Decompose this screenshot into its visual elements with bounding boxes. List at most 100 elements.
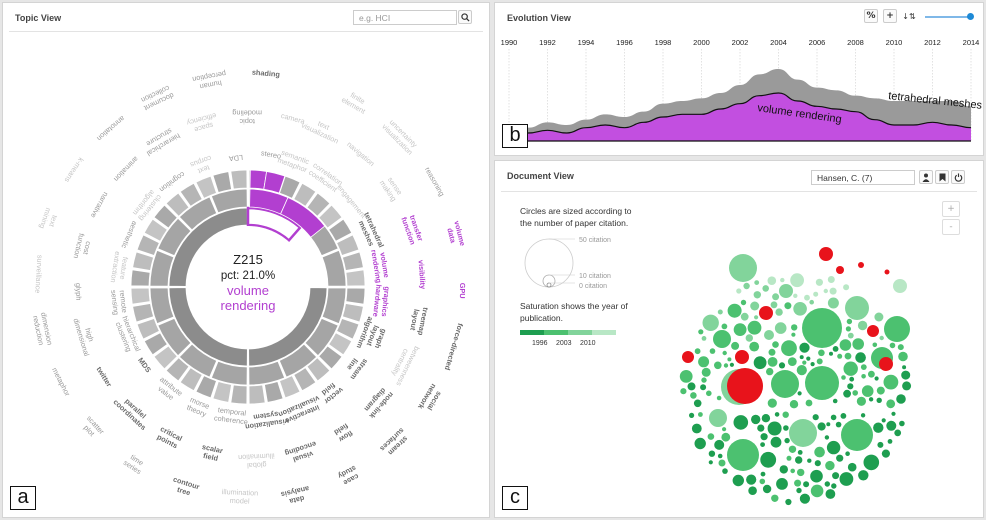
topic-label[interactable]: GPU: [458, 283, 467, 299]
sunburst-selected-segment[interactable]: [263, 171, 286, 194]
document-circle[interactable]: [796, 487, 802, 494]
document-circle[interactable]: [876, 386, 885, 395]
user-icon[interactable]: [919, 170, 933, 184]
sunburst-segment[interactable]: [345, 269, 366, 287]
document-circle[interactable]: [787, 357, 797, 366]
document-circle[interactable]: [718, 459, 726, 467]
sunburst-segment[interactable]: [321, 249, 347, 287]
topic-label[interactable]: betweennesscentrality: [387, 341, 422, 388]
topic-label[interactable]: scalarfield: [199, 442, 224, 464]
document-circle[interactable]: [789, 400, 799, 409]
sunburst-segment[interactable]: [336, 318, 360, 340]
topic-label[interactable]: humanperception: [192, 69, 229, 92]
document-circle[interactable]: [708, 450, 716, 457]
document-circle[interactable]: [709, 409, 727, 427]
document-circle[interactable]: [902, 381, 912, 391]
search-icon[interactable]: [458, 10, 472, 24]
document-circle[interactable]: [729, 362, 734, 367]
document-circle[interactable]: [754, 280, 760, 285]
topic-label[interactable]: spaceefficiency: [185, 111, 219, 136]
document-circle[interactable]: [743, 282, 750, 290]
sunburst-segment[interactable]: [304, 317, 339, 357]
document-circle[interactable]: [797, 391, 802, 396]
document-circle[interactable]: [761, 414, 771, 423]
author-filter-input[interactable]: [811, 170, 915, 185]
document-circle[interactable]: [830, 414, 837, 421]
document-circle[interactable]: [714, 361, 722, 370]
document-circle[interactable]: [779, 465, 788, 474]
document-circle[interactable]: [760, 433, 768, 441]
topic-label[interactable]: remotesensing: [109, 288, 129, 315]
topic-label[interactable]: stereo: [260, 148, 282, 160]
document-circle[interactable]: [723, 363, 729, 368]
document-circle[interactable]: [727, 303, 742, 318]
document-circle[interactable]: [768, 348, 776, 356]
document-circle[interactable]: [845, 326, 851, 332]
document-circle[interactable]: [810, 469, 823, 483]
document-circle[interactable]: [805, 366, 839, 400]
document-circle[interactable]: [757, 424, 765, 432]
document-circle[interactable]: [785, 498, 792, 506]
bookmark-icon[interactable]: [935, 170, 949, 184]
sunburst-segment[interactable]: [195, 175, 217, 199]
document-circle-highlighted[interactable]: [879, 357, 893, 371]
document-circle[interactable]: [760, 471, 766, 477]
document-circle[interactable]: [774, 322, 787, 334]
topic-label[interactable]: animation: [112, 155, 140, 184]
document-circle[interactable]: [753, 291, 761, 299]
document-circle[interactable]: [771, 494, 779, 502]
document-circle[interactable]: [818, 349, 825, 357]
document-circle[interactable]: [832, 346, 839, 352]
document-circle[interactable]: [731, 341, 740, 350]
topic-label[interactable]: topicmodeling: [232, 108, 262, 126]
document-circle[interactable]: [803, 481, 810, 488]
document-circle[interactable]: [829, 287, 837, 295]
sunburst-segment[interactable]: [132, 303, 155, 323]
sunburst-segment[interactable]: [132, 251, 155, 271]
sunburst-segment[interactable]: [306, 357, 331, 382]
document-bubble-chart[interactable]: [495, 161, 985, 519]
document-circle[interactable]: [790, 468, 795, 474]
document-circle[interactable]: [793, 293, 798, 298]
sunburst-segment[interactable]: [178, 343, 218, 378]
document-circle[interactable]: [847, 462, 857, 472]
document-circle[interactable]: [767, 421, 782, 436]
document-circle[interactable]: [767, 276, 777, 285]
document-circle[interactable]: [858, 470, 869, 481]
document-circle[interactable]: [733, 323, 747, 336]
document-circle[interactable]: [750, 301, 760, 311]
document-circle[interactable]: [700, 384, 707, 391]
document-circle[interactable]: [740, 312, 749, 321]
document-circle[interactable]: [810, 484, 824, 498]
document-circle[interactable]: [810, 362, 815, 367]
topic-label[interactable]: k-means: [62, 156, 85, 185]
document-circle[interactable]: [796, 365, 807, 376]
document-circle[interactable]: [740, 299, 747, 306]
document-circle[interactable]: [841, 375, 846, 380]
sunburst-segment[interactable]: [149, 287, 175, 325]
document-circle[interactable]: [849, 376, 855, 382]
sunburst-segment[interactable]: [165, 357, 190, 382]
topic-label[interactable]: highdimensional: [71, 315, 99, 358]
document-circle[interactable]: [786, 455, 792, 461]
sunburst-selected-segment[interactable]: [246, 206, 302, 243]
document-circle[interactable]: [856, 396, 866, 406]
topic-label[interactable]: criticalpoints: [155, 424, 184, 450]
document-circle[interactable]: [701, 367, 711, 377]
document-circle[interactable]: [753, 356, 767, 370]
document-circle[interactable]: [814, 460, 821, 467]
document-circle[interactable]: [825, 460, 835, 471]
topic-label[interactable]: surveillance: [33, 255, 44, 294]
document-circle[interactable]: [762, 285, 769, 292]
document-circle[interactable]: [781, 340, 797, 357]
document-circle[interactable]: [701, 377, 707, 383]
topic-sunburst[interactable]: semanticmetaphortextvisualizationfinitee…: [3, 31, 491, 517]
topic-label[interactable]: navigation: [345, 140, 376, 168]
document-circle[interactable]: [717, 309, 723, 315]
document-circle[interactable]: [691, 423, 702, 434]
document-circle[interactable]: [812, 414, 819, 421]
document-circle[interactable]: [899, 420, 905, 427]
document-circle[interactable]: [784, 437, 790, 444]
document-circle[interactable]: [894, 429, 902, 437]
document-circle[interactable]: [747, 320, 762, 335]
